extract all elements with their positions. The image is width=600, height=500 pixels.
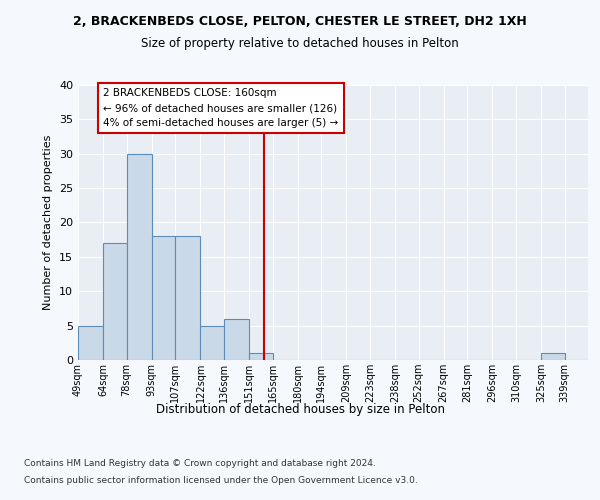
Text: Contains public sector information licensed under the Open Government Licence v3: Contains public sector information licen…: [24, 476, 418, 485]
Bar: [249, 353, 272, 360]
Text: Size of property relative to detached houses in Pelton: Size of property relative to detached ho…: [141, 38, 459, 51]
Text: Distribution of detached houses by size in Pelton: Distribution of detached houses by size …: [155, 402, 445, 415]
Bar: [175, 236, 200, 360]
Bar: [152, 236, 175, 360]
Text: Contains HM Land Registry data © Crown copyright and database right 2024.: Contains HM Land Registry data © Crown c…: [24, 458, 376, 468]
Y-axis label: Number of detached properties: Number of detached properties: [43, 135, 53, 310]
Bar: [78, 326, 103, 360]
Bar: [103, 243, 127, 360]
Bar: [200, 326, 224, 360]
Bar: [541, 353, 565, 360]
Text: 2 BRACKENBEDS CLOSE: 160sqm
← 96% of detached houses are smaller (126)
4% of sem: 2 BRACKENBEDS CLOSE: 160sqm ← 96% of det…: [103, 88, 338, 128]
Text: 2, BRACKENBEDS CLOSE, PELTON, CHESTER LE STREET, DH2 1XH: 2, BRACKENBEDS CLOSE, PELTON, CHESTER LE…: [73, 15, 527, 28]
Bar: [127, 154, 152, 360]
Bar: [224, 319, 249, 360]
